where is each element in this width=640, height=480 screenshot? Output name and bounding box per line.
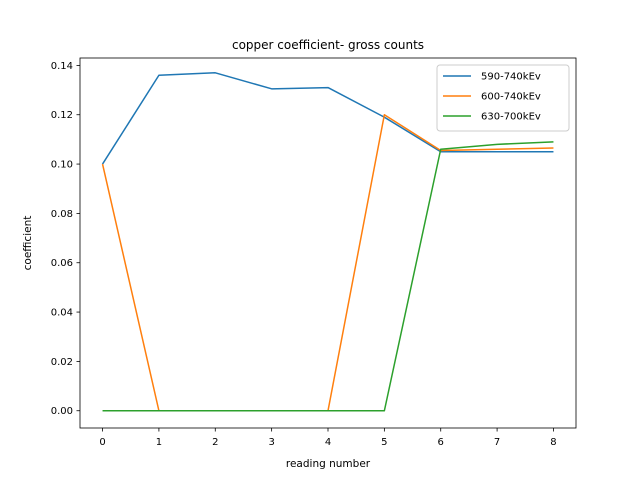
y-tick-label: 0.04: [51, 308, 73, 319]
y-tick-label: 0.00: [51, 406, 73, 417]
series-line-1: [101, 72, 554, 165]
x-tick-label: 0: [99, 437, 105, 448]
y-tick-label: 0.06: [51, 258, 73, 269]
y-tick-label: 0.02: [51, 357, 73, 368]
x-tick-label: 4: [325, 437, 331, 448]
x-tick-label: 8: [550, 437, 556, 448]
x-axis-label: reading number: [286, 458, 371, 470]
x-tick-label: 3: [268, 437, 274, 448]
y-tick-label: 0.12: [51, 110, 73, 121]
legend-label: 630-700kEv: [481, 112, 541, 123]
x-tick-label: 6: [438, 437, 444, 448]
x-tick-label: 2: [212, 437, 218, 448]
legend: 590-740kEv 600-740kEv 630-700kEv: [436, 64, 570, 132]
x-axis-ticks: 0 1 2 3 4 5 6 7 8: [99, 428, 557, 448]
x-tick-label: 7: [494, 437, 500, 448]
y-tick-label: 0.10: [51, 160, 73, 171]
y-tick-label: 0.08: [51, 209, 73, 220]
chart-title: copper coefficient- gross counts: [232, 38, 424, 52]
legend-label: 590-740kEv: [481, 72, 541, 83]
series-line-3: [102, 141, 554, 412]
legend-label: 600-740kEv: [481, 92, 541, 103]
series-layer: [101, 72, 554, 412]
y-tick-label: 0.14: [51, 61, 73, 72]
y-axis-label: coefficient: [22, 216, 34, 271]
legend-box: [436, 64, 570, 132]
y-axis-ticks: 0.00 0.02 0.04 0.06 0.08 0.10 0.12 0.14: [51, 61, 80, 417]
x-tick-label: 1: [156, 437, 162, 448]
x-tick-label: 5: [381, 437, 387, 448]
